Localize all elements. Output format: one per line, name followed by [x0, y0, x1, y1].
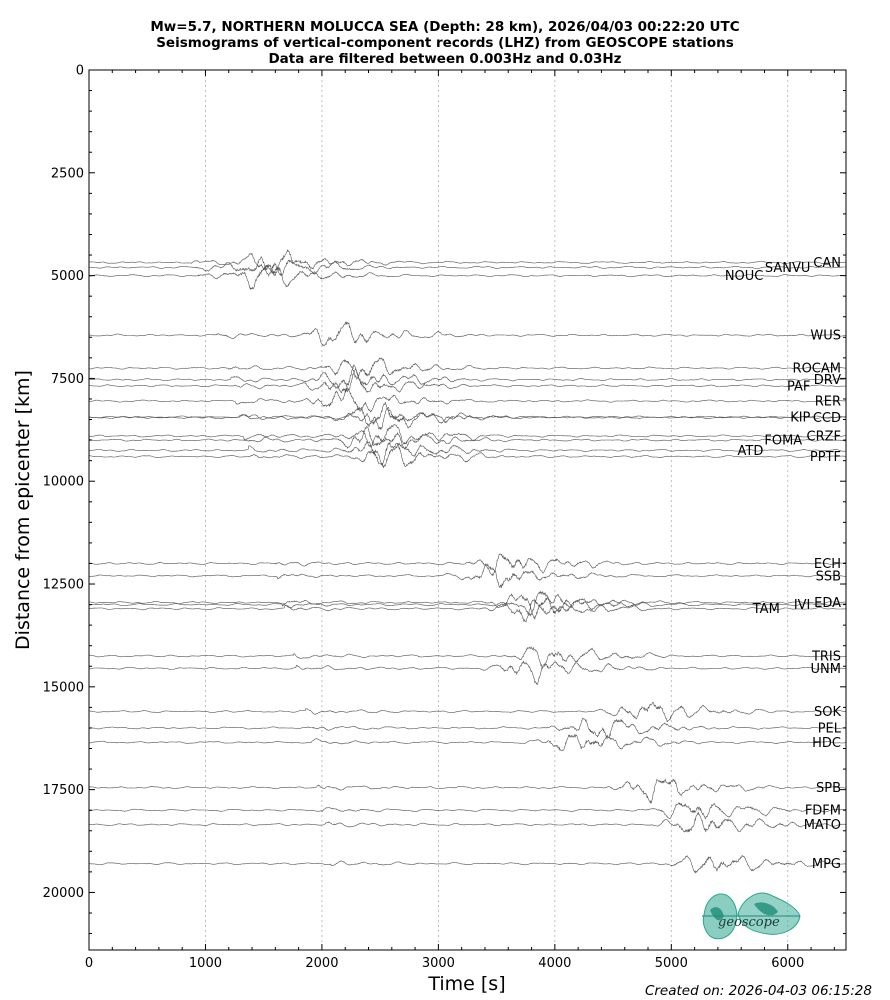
station-label-sanvu: SANVU — [765, 261, 811, 276]
station-label-tam: TAM — [752, 602, 780, 617]
trace-fdfm — [89, 802, 846, 820]
logo-text: geoscope — [718, 915, 780, 930]
station-label-sok: SOK — [814, 705, 841, 720]
station-label-eda: EDA — [814, 596, 841, 611]
trace-rocam — [89, 357, 846, 380]
station-label-ssb: SSB — [816, 569, 841, 584]
y-tick-label: 20000 — [43, 886, 84, 901]
station-label-unm: UNM — [811, 662, 841, 677]
station-label-paf: PAF — [787, 379, 810, 394]
station-label-atd: ATD — [738, 444, 764, 459]
y-tick-label: 0 — [76, 64, 84, 79]
station-label-ivi: IVI — [794, 598, 811, 613]
trace-unm — [89, 660, 846, 685]
trace-ivi — [89, 590, 846, 617]
trace-sanvu — [89, 256, 846, 278]
station-label-crzf: CRZF — [807, 429, 842, 444]
station-label-spb: SPB — [816, 781, 841, 796]
station-label-drv: DRV — [814, 373, 841, 388]
x-tick-label: 3000 — [422, 956, 455, 971]
station-label-wus: WUS — [810, 329, 841, 344]
trace-kip — [89, 406, 846, 431]
chart-subtitle: Seismograms of vertical-component record… — [156, 35, 734, 51]
station-label-pptf: PPTF — [810, 450, 841, 465]
created-timestamp: Created on: 2026-04-03 06:15:28 — [645, 983, 872, 999]
y-tick-label: 15000 — [43, 680, 84, 695]
trace-drv — [89, 364, 846, 389]
trace-pptf — [89, 442, 846, 469]
station-label-mpg: MPG — [812, 857, 841, 872]
y-tick-label: 12500 — [43, 578, 84, 593]
trace-atd — [89, 441, 846, 466]
station-label-rocam: ROCAM — [793, 362, 841, 377]
trace-nouc — [89, 264, 846, 291]
y-tick-label: 5000 — [51, 269, 84, 284]
plot-frame — [88, 69, 847, 951]
station-label-kip: KIP — [790, 411, 810, 426]
logo-landmass — [710, 902, 778, 921]
trace-crzf — [89, 424, 846, 448]
geoscope-logo: geoscope — [702, 892, 801, 940]
trace-mato — [89, 812, 846, 833]
station-label-pel: PEL — [818, 721, 842, 736]
trace-foma — [89, 426, 846, 450]
station-label-nouc: NOUC — [725, 269, 764, 284]
y-axis-label: Distance from epicenter [km] — [12, 370, 34, 650]
trace-pel — [89, 717, 846, 740]
x-axis-ticks: 0 1000 2000 3000 4000 5000 6000 — [85, 70, 835, 971]
trace-rer — [89, 385, 846, 413]
y-axis-ticks: 0 2500 5000 7500 10000 12500 15000 17500 20000 — [43, 64, 846, 935]
trace-ccd — [89, 402, 846, 429]
vertical-grid — [205, 70, 789, 950]
station-label-hdc: HDC — [812, 736, 841, 751]
station-label-ech: ECH — [814, 557, 841, 572]
trace-paf — [89, 368, 846, 394]
x-tick-label: 1000 — [189, 956, 222, 971]
trace-ech — [89, 553, 846, 576]
trace-sok — [89, 702, 846, 723]
x-tick-label: 4000 — [538, 956, 571, 971]
x-tick-label: 5000 — [655, 956, 688, 971]
trace-tam — [89, 598, 846, 623]
trace-hdc — [89, 734, 846, 752]
x-axis-label: Time [s] — [427, 973, 505, 995]
x-tick-label: 2000 — [305, 956, 338, 971]
trace-eda — [89, 593, 846, 620]
trace-ssb — [89, 563, 846, 589]
x-tick-label: 0 — [85, 956, 93, 971]
y-tick-label: 2500 — [51, 166, 84, 181]
trace-tris — [89, 645, 846, 670]
station-label-ccd: CCD — [813, 411, 841, 426]
y-tick-label: 17500 — [43, 783, 84, 798]
trace-wus — [89, 321, 846, 347]
trace-can — [89, 249, 846, 276]
y-tick-label: 7500 — [51, 372, 84, 387]
station-label-mato: MATO — [804, 818, 841, 833]
station-label-can: CAN — [813, 256, 841, 271]
station-label-fdfm: FDFM — [805, 804, 841, 819]
seismogram-traces — [89, 249, 846, 874]
chart-title: Mw=5.7, NORTHERN MOLUCCA SEA (Depth: 28 … — [150, 19, 739, 35]
trace-mpg — [89, 854, 846, 874]
station-label-rer: RER — [815, 395, 841, 410]
chart-filter-note: Data are filtered between 0.003Hz and 0.… — [268, 51, 621, 67]
y-tick-label: 10000 — [43, 475, 84, 490]
x-tick-label: 6000 — [771, 956, 804, 971]
station-label-tris: TRIS — [811, 649, 841, 664]
trace-spb — [89, 778, 846, 804]
station-label-foma: FOMA — [764, 434, 802, 449]
